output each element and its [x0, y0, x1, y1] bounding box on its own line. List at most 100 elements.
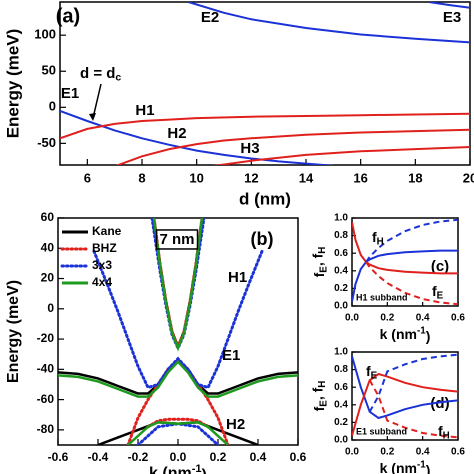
series-line: [428, 2, 470, 9]
annotation: 7 nm: [159, 231, 194, 248]
annotation: fH: [372, 229, 384, 247]
y-tick-label: 20: [41, 271, 55, 285]
annotation-part: f: [432, 283, 437, 299]
y-tick-label: -20: [37, 331, 55, 345]
annotation-part: f: [366, 363, 371, 379]
x-tick-label: -0.6: [48, 450, 69, 464]
x-tick-label: 0.2: [210, 450, 227, 464]
series-line: [60, 112, 470, 140]
panel-label: (b): [251, 229, 274, 249]
series-line: [188, 2, 470, 44]
x-tick-label: 0.4: [416, 447, 430, 458]
series-line: [365, 218, 458, 263]
x-axis-label-part: k (nm: [149, 465, 192, 474]
y-axis-label: Energy (meV): [5, 280, 22, 383]
series-line: [365, 261, 458, 306]
x-tick-label: -0.4: [88, 450, 109, 464]
series-label: H3: [240, 140, 259, 157]
x-tick-label: 18: [408, 170, 422, 185]
series-label: H2: [167, 125, 186, 142]
x-tick-label: 12: [244, 170, 258, 185]
series-line: [60, 109, 334, 165]
annotation: fE: [432, 283, 444, 301]
annotation: E1: [222, 347, 240, 364]
x-axis-label: k (nm-1): [380, 459, 431, 474]
x-tick-label: 16: [353, 170, 367, 185]
series-label: E2: [201, 9, 219, 26]
y-tick-label: 0.6: [334, 382, 348, 393]
x-tick-label: 6: [84, 170, 91, 185]
y-axis-label-part: E: [318, 266, 329, 273]
y-axis-label-part: , f: [309, 387, 325, 400]
plot-frame: [59, 1, 471, 166]
y-tick-label: 0: [49, 99, 56, 114]
legend-label: BHZ: [92, 241, 117, 255]
panel-label: (c): [431, 258, 449, 275]
y-tick-label: 0.8: [334, 230, 348, 241]
y-axis-label-part: f: [311, 406, 327, 411]
plot-frame: [351, 217, 459, 307]
legend-label: 4x4: [92, 275, 112, 289]
plot-area: [352, 353, 458, 439]
legend-label: 3x3: [92, 258, 112, 272]
y-tick-label: 1.0: [334, 347, 348, 358]
annotation-box: [155, 229, 199, 250]
annotation: H1 subband: [356, 292, 408, 302]
x-tick-label: 0.6: [451, 447, 465, 458]
y-tick-label: -50: [37, 135, 56, 150]
series-line: [352, 249, 458, 302]
plot-area: [58, 218, 298, 445]
plot-area: [352, 218, 458, 306]
x-tick-label: 10: [189, 170, 203, 185]
series-line: [213, 146, 470, 165]
x-axis-label-part: -1: [417, 325, 426, 336]
annotation-part: H: [377, 236, 384, 247]
y-axis-label-part: f: [311, 272, 327, 277]
y-axis-label: Energy (meV): [3, 29, 22, 139]
x-axis-label-part: ): [426, 462, 431, 474]
plot-frame: [351, 351, 459, 441]
y-axis-label-part: , f: [309, 253, 325, 266]
x-axis-label: d (nm): [239, 189, 291, 208]
annotation-part: E: [437, 290, 444, 301]
annotation-part: H: [443, 430, 450, 441]
plot-area: [60, 2, 470, 165]
x-tick-label: 0.0: [345, 313, 359, 324]
y-tick-label: 0.2: [334, 283, 348, 294]
y-axis-label: fE, fH: [309, 247, 329, 278]
annotation-part: c: [115, 71, 121, 83]
series-label: E1: [61, 85, 79, 102]
y-tick-label: 0.2: [334, 417, 348, 428]
arrow-head: [89, 113, 96, 121]
series-line: [92, 218, 264, 445]
x-axis-label-part: ): [202, 467, 207, 474]
y-tick-label: 0.6: [334, 248, 348, 259]
series-line: [126, 218, 230, 445]
annotation-part: f: [438, 423, 443, 439]
y-axis-label: fE, fH: [309, 381, 329, 412]
y-tick-label: 100: [34, 27, 56, 42]
series-line: [58, 218, 298, 445]
annotation-part: E: [371, 370, 378, 381]
series-line: [352, 372, 458, 436]
x-tick-label: 8: [138, 170, 145, 185]
x-tick-label: 0.2: [380, 313, 394, 324]
x-tick-label: 14: [299, 170, 314, 185]
x-tick-label: 0.6: [451, 313, 465, 324]
x-axis-label-part: k (nm: [380, 326, 417, 342]
x-axis-label-part: -1: [417, 459, 426, 470]
y-tick-label: 0.0: [334, 435, 348, 446]
annotation: fE: [366, 363, 378, 381]
y-tick-label: 0.8: [334, 364, 348, 375]
x-axis-label: k (nm-1): [149, 463, 207, 474]
annotation: E1 subband: [356, 426, 407, 436]
y-axis-label-part: H: [317, 381, 328, 388]
series-line: [368, 379, 458, 439]
series-line: [368, 353, 458, 413]
x-axis-label-part: ): [426, 328, 431, 344]
x-tick-label: 0.2: [380, 447, 394, 458]
y-tick-label: 0.0: [334, 301, 348, 312]
x-axis-label-part: -1: [192, 463, 202, 474]
y-tick-label: -80: [37, 422, 55, 436]
